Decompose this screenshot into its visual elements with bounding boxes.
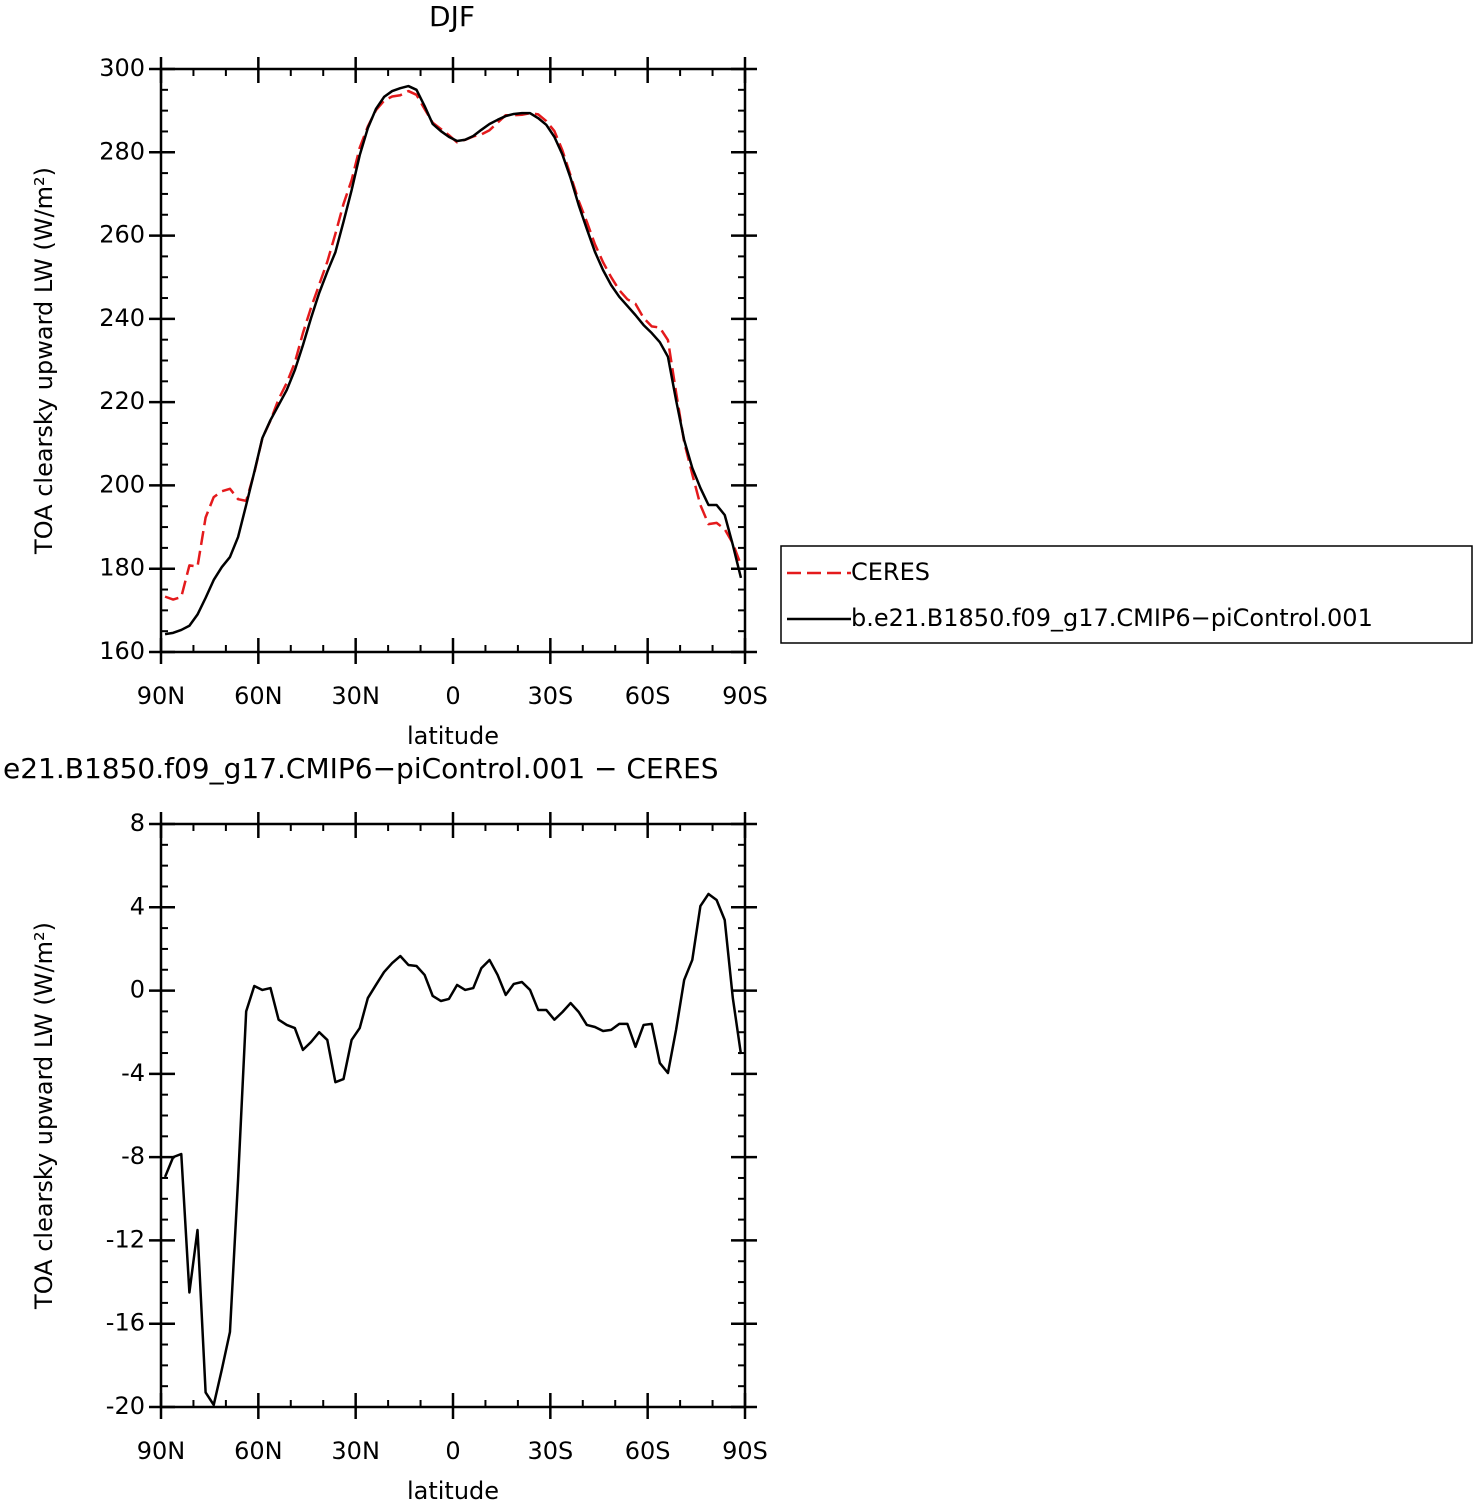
x-tick-label: 30S xyxy=(527,1437,573,1465)
x-tick-label: 90N xyxy=(137,1437,186,1465)
y-tick-label: -8 xyxy=(121,1142,145,1170)
x-tick-label: 60N xyxy=(234,682,283,710)
y-tick-label: -20 xyxy=(106,1392,145,1420)
data-line xyxy=(163,892,743,1407)
x-tick-label: 60S xyxy=(625,682,671,710)
y-tick-label: 220 xyxy=(99,387,145,415)
y-axis-label: TOA clearsky upward LW (W/m²) xyxy=(30,167,58,555)
x-tick-label: 90S xyxy=(722,1437,768,1465)
data-line xyxy=(164,89,743,601)
x-axis-label: latitude xyxy=(407,1477,499,1505)
y-tick-label: 160 xyxy=(99,637,145,665)
y-axis-label: TOA clearsky upward LW (W/m²) xyxy=(30,922,58,1310)
legend-box xyxy=(780,545,1473,644)
x-axis-label: latitude xyxy=(407,722,499,750)
y-tick-label: 200 xyxy=(99,470,145,498)
x-tick-label: 0 xyxy=(445,1437,460,1465)
legend-label: b.e21.B1850.f09_g17.CMIP6−piControl.001 xyxy=(851,604,1373,632)
x-tick-label: 60N xyxy=(234,1437,283,1465)
x-tick-label: 90N xyxy=(137,682,186,710)
plot-frame xyxy=(159,67,747,654)
y-tick-label: 4 xyxy=(130,892,145,920)
y-tick-label: 240 xyxy=(99,304,145,332)
y-tick-label: -16 xyxy=(106,1309,145,1337)
x-tick-label: 30N xyxy=(331,1437,380,1465)
y-tick-label: 280 xyxy=(99,137,145,165)
x-tick-label: 90S xyxy=(722,682,768,710)
chart-title: e21.B1850.f09_g17.CMIP6−piControl.001 − … xyxy=(3,752,719,785)
x-tick-label: 60S xyxy=(625,1437,671,1465)
data-line xyxy=(164,84,743,636)
y-tick-label: -12 xyxy=(106,1225,145,1253)
x-tick-label: 30S xyxy=(527,682,573,710)
y-tick-label: 260 xyxy=(99,221,145,249)
x-tick-label: 30N xyxy=(331,682,380,710)
legend-label: CERES xyxy=(851,558,930,586)
y-tick-label: 0 xyxy=(130,976,145,1004)
chart-title: DJF xyxy=(429,0,475,33)
plot-frame xyxy=(159,822,747,1409)
y-tick-label: 8 xyxy=(130,809,145,837)
x-tick-label: 0 xyxy=(445,682,460,710)
y-tick-label: -4 xyxy=(121,1059,145,1087)
y-tick-label: 180 xyxy=(99,554,145,582)
y-tick-label: 300 xyxy=(99,54,145,82)
